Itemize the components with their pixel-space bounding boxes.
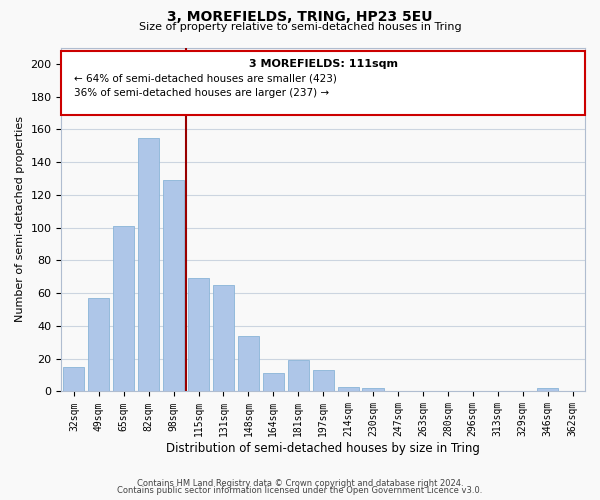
- Bar: [313, 370, 334, 392]
- Bar: [63, 367, 85, 392]
- Text: 36% of semi-detached houses are larger (237) →: 36% of semi-detached houses are larger (…: [74, 88, 329, 99]
- Bar: [238, 336, 259, 392]
- Text: Contains public sector information licensed under the Open Government Licence v3: Contains public sector information licen…: [118, 486, 482, 495]
- Text: 3 MOREFIELDS: 111sqm: 3 MOREFIELDS: 111sqm: [249, 59, 398, 69]
- Text: Contains HM Land Registry data © Crown copyright and database right 2024.: Contains HM Land Registry data © Crown c…: [137, 478, 463, 488]
- Bar: [163, 180, 184, 392]
- Y-axis label: Number of semi-detached properties: Number of semi-detached properties: [15, 116, 25, 322]
- Text: Size of property relative to semi-detached houses in Tring: Size of property relative to semi-detach…: [139, 22, 461, 32]
- Bar: [213, 285, 234, 392]
- Bar: [138, 138, 159, 392]
- Bar: [263, 374, 284, 392]
- Bar: [287, 360, 309, 392]
- Bar: [362, 388, 383, 392]
- Text: 3, MOREFIELDS, TRING, HP23 5EU: 3, MOREFIELDS, TRING, HP23 5EU: [167, 10, 433, 24]
- Text: ← 64% of semi-detached houses are smaller (423): ← 64% of semi-detached houses are smalle…: [74, 74, 337, 84]
- Bar: [88, 298, 109, 392]
- Bar: [537, 388, 558, 392]
- Bar: [188, 278, 209, 392]
- Bar: [338, 386, 359, 392]
- Bar: [61, 51, 585, 114]
- X-axis label: Distribution of semi-detached houses by size in Tring: Distribution of semi-detached houses by …: [166, 442, 480, 455]
- Bar: [113, 226, 134, 392]
